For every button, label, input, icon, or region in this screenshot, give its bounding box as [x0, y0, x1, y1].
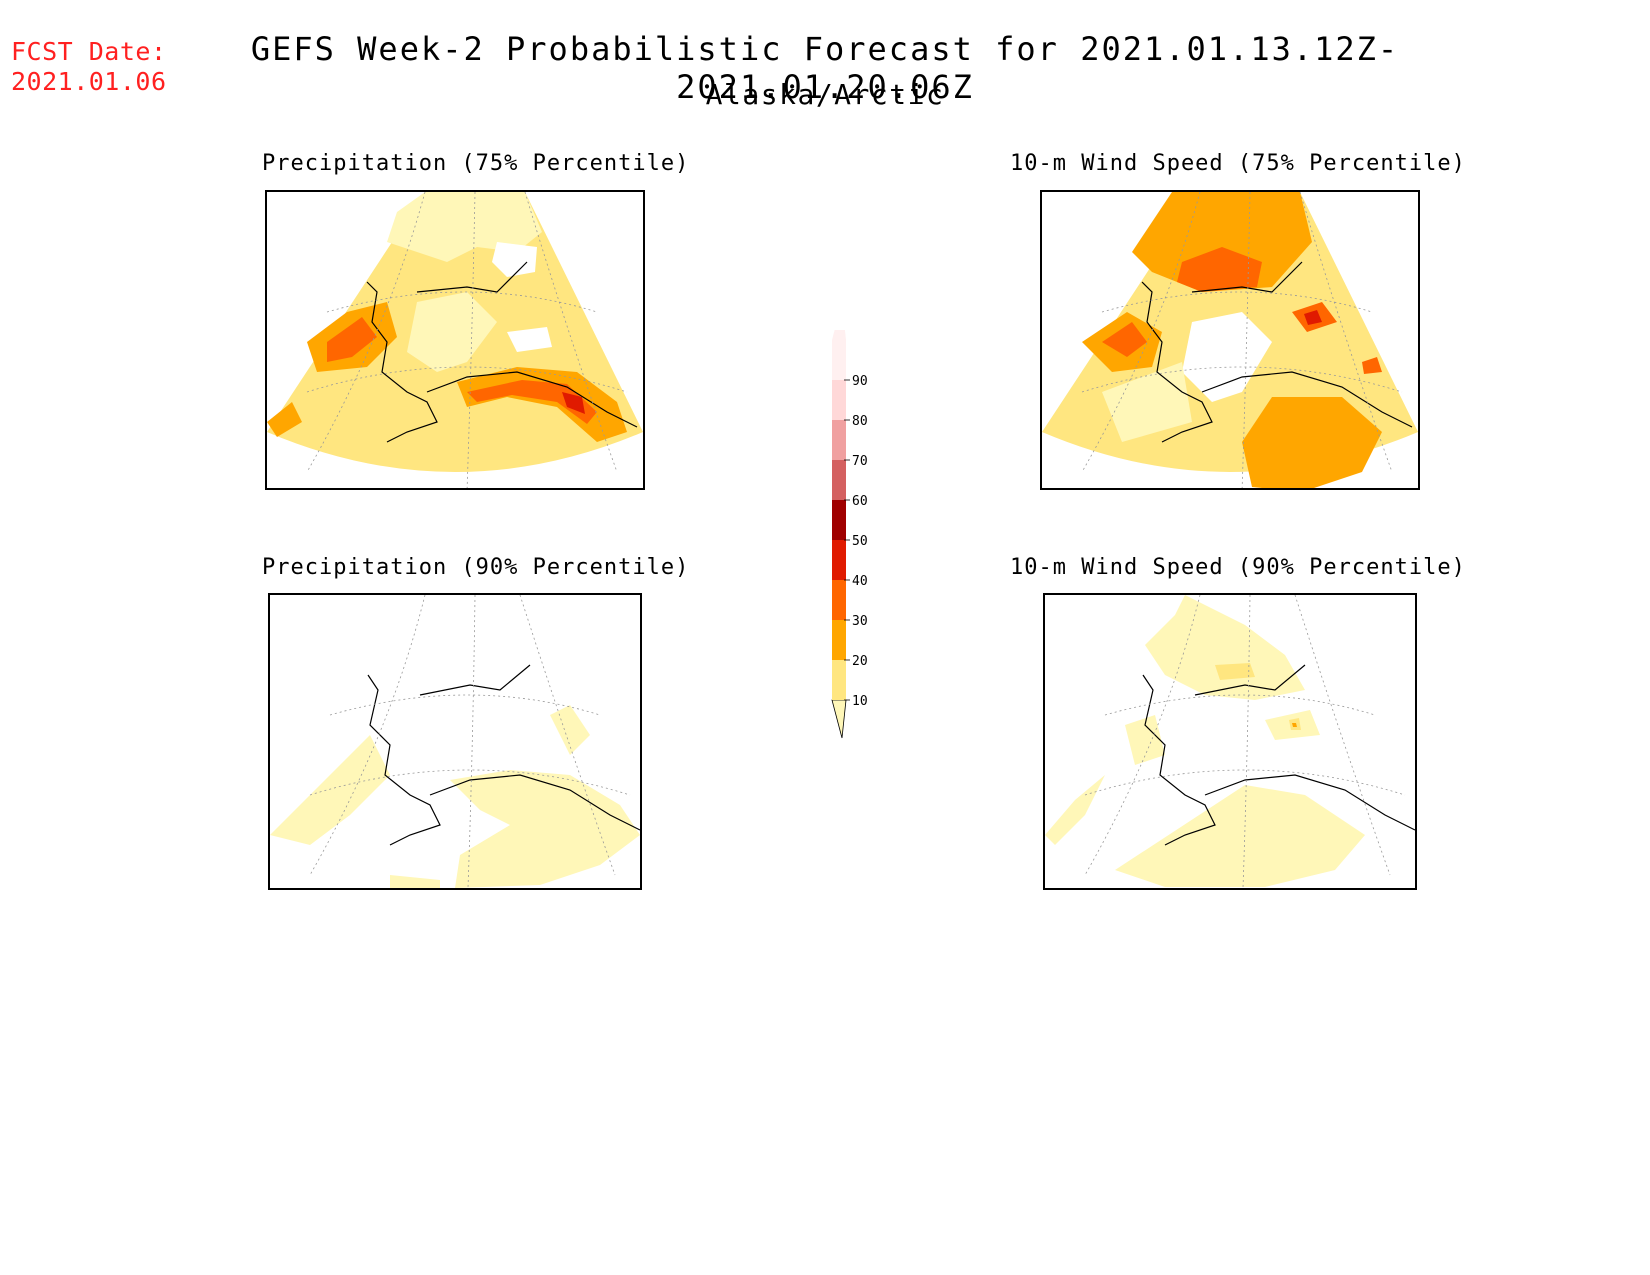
colorbar-label: 70 — [852, 454, 868, 469]
shade-40 — [327, 317, 377, 362]
shade-10 — [1115, 785, 1365, 887]
shade-30 — [267, 402, 302, 437]
colorbar-tail-low — [831, 699, 847, 739]
colorbar-label: 30 — [852, 614, 868, 629]
colorbar-segment — [832, 620, 846, 660]
colorbar-label: 60 — [852, 494, 868, 509]
map-panel-wind75 — [1040, 190, 1420, 490]
shade-50 — [1304, 310, 1322, 325]
colorbar-tail-high — [832, 302, 846, 340]
page-title: GEFS Week-2 Probabilistic Forecast for 2… — [250, 30, 1400, 106]
shade-50 — [562, 392, 585, 414]
shade-40 — [1362, 357, 1382, 374]
shade-40 — [1102, 322, 1147, 357]
shade-10 — [407, 292, 497, 372]
shade-30 — [1242, 397, 1382, 488]
coastline — [367, 664, 640, 846]
fcst-label: FCST Date: — [11, 37, 167, 66]
shade-10 — [450, 770, 640, 888]
shade-10 — [1045, 775, 1105, 845]
map-panel-wind90 — [1043, 593, 1417, 890]
coastline — [1142, 664, 1415, 846]
panel-title-wind75: 10-m Wind Speed (75% Percentile) — [1010, 151, 1466, 176]
shade-10 — [550, 705, 590, 755]
coastline — [366, 261, 638, 443]
colorbar-label: 10 — [852, 694, 868, 709]
shade-10 — [390, 875, 440, 888]
fcst-date: 2021.01.06 — [11, 67, 167, 96]
colorbar-segment — [832, 340, 846, 380]
shade-white — [1182, 312, 1272, 402]
colorbar-label: 80 — [852, 414, 868, 429]
shade-30 — [1132, 192, 1312, 292]
colorbar-segment — [832, 420, 846, 460]
map-precip90 — [270, 595, 640, 888]
colorbar-segment — [832, 500, 846, 540]
shade-20 — [1215, 663, 1255, 680]
shade-10 — [270, 735, 390, 845]
map-precip75 — [267, 192, 643, 488]
panel-title-precip75: Precipitation (75% Percentile) — [262, 151, 690, 176]
colorbar-segment — [832, 660, 846, 700]
colorbar-label: 40 — [852, 574, 868, 589]
map-panel-precip75 — [265, 190, 645, 490]
shade-white — [492, 242, 537, 277]
shade-10 — [1145, 595, 1305, 700]
colorbar-segment — [832, 460, 846, 500]
shade-10 — [1125, 715, 1165, 765]
map-wind90 — [1045, 595, 1415, 888]
map-panel-precip90 — [268, 593, 642, 890]
colorbar-label: 20 — [852, 654, 868, 669]
colorbar-segment — [832, 580, 846, 620]
colorbar-label: 50 — [852, 534, 868, 549]
colorbar-svg: 10 20 30 40 50 60 70 80 90 — [831, 302, 868, 739]
shade-white — [507, 327, 552, 352]
graticule — [306, 192, 628, 488]
coastline — [1141, 261, 1413, 443]
map-wind75 — [1042, 192, 1418, 488]
panel-title-precip90: Precipitation (90% Percentile) — [262, 555, 690, 580]
region-subtitle: Alaska/Arctic — [705, 78, 945, 111]
shade-40 — [1177, 247, 1262, 292]
panel-title-wind90: 10-m Wind Speed (90% Percentile) — [1010, 555, 1466, 580]
forecast-date-label: FCST Date: 2021.01.06 — [11, 37, 167, 97]
map-domain-fill — [1045, 595, 1415, 875]
graticule — [1081, 192, 1403, 488]
shade-30 — [1292, 723, 1297, 727]
colorbar: 10 20 30 40 50 60 70 80 90 — [820, 302, 880, 754]
colorbar-segment — [832, 380, 846, 420]
colorbar-label: 90 — [852, 374, 868, 389]
shade-40 — [467, 380, 597, 424]
colorbar-segment — [832, 540, 846, 580]
